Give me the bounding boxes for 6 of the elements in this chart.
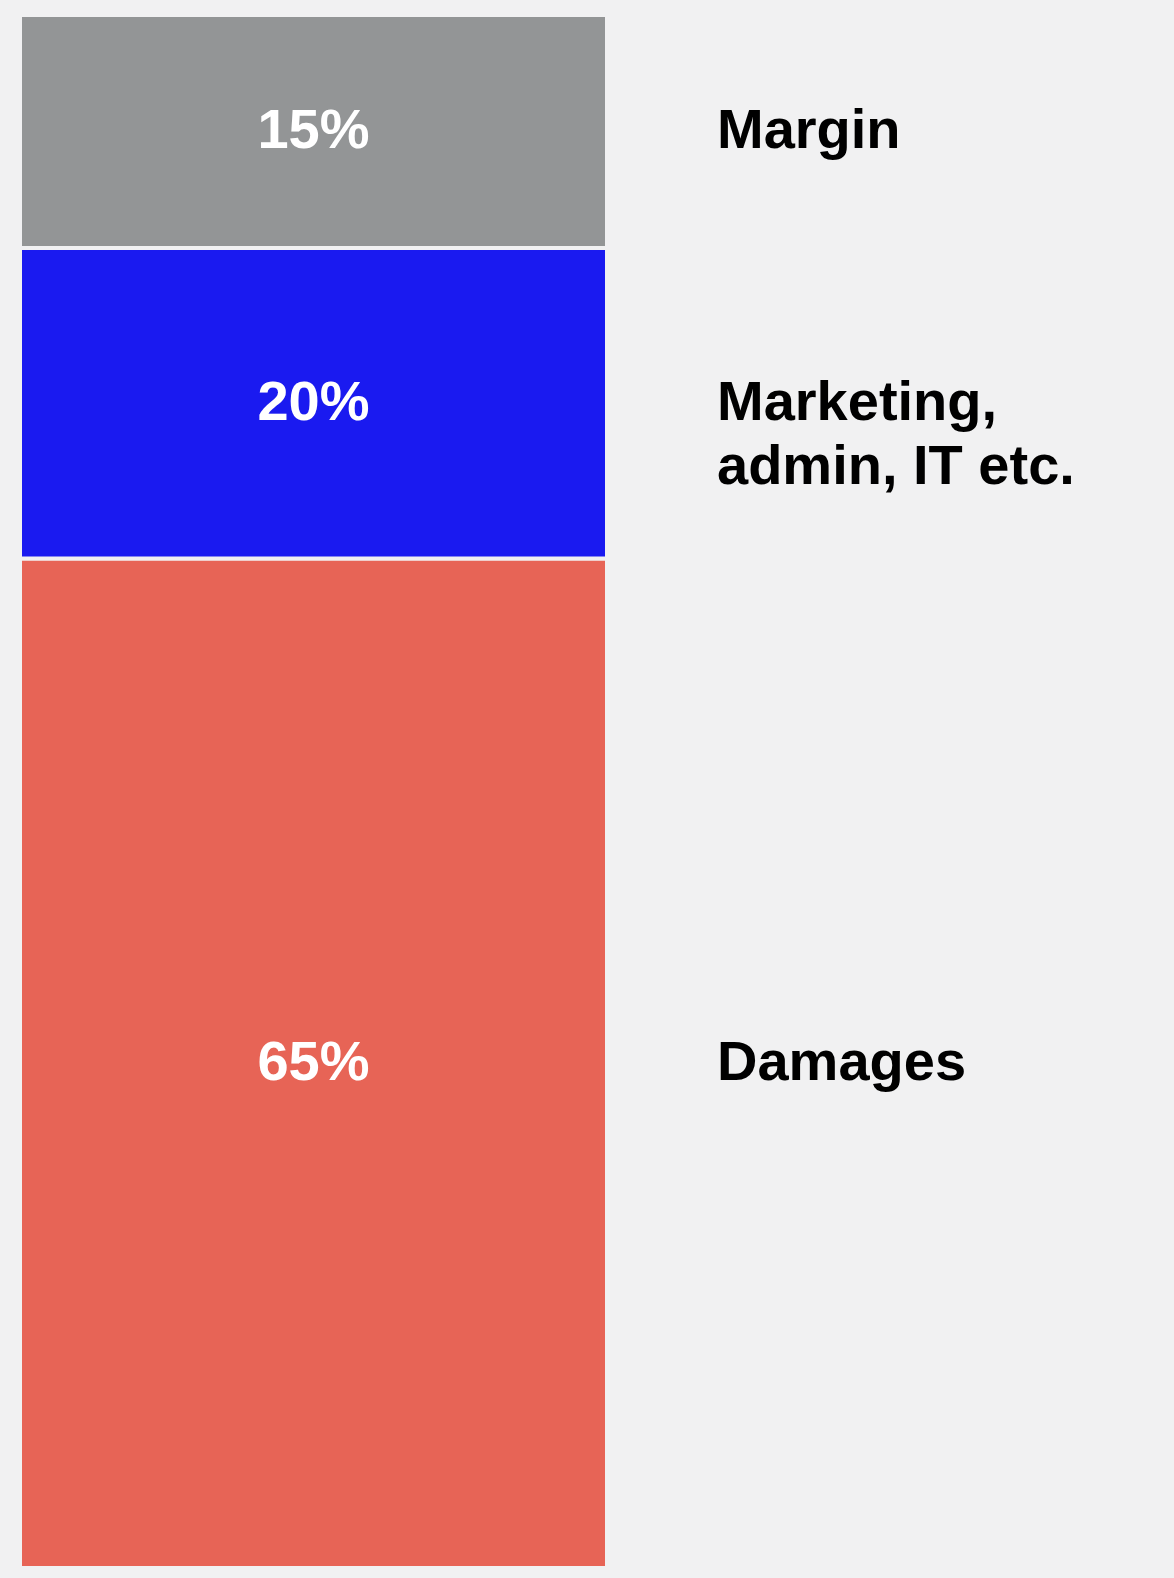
series-label: Marketing, admin, IT etc. bbox=[717, 369, 1075, 497]
series-label: Margin bbox=[717, 97, 901, 161]
data-label: 15% bbox=[257, 97, 370, 161]
data-label: 65% bbox=[257, 1029, 370, 1093]
series-label: Damages bbox=[717, 1029, 967, 1093]
data-label: 20% bbox=[257, 369, 370, 433]
